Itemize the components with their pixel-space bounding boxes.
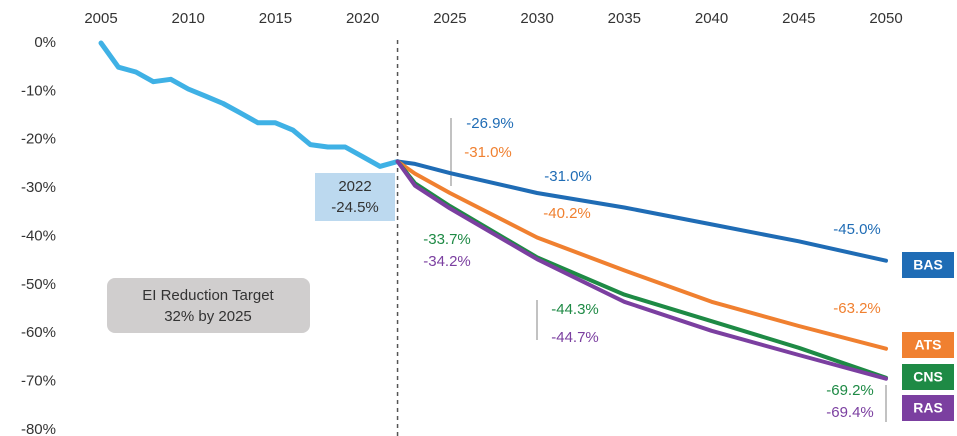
y-tick-label: -40% — [21, 227, 56, 244]
value-label: -44.7% — [551, 329, 599, 346]
series-line — [395, 159, 888, 263]
annotation: 2022 — [338, 178, 371, 195]
value-label: -34.2% — [423, 253, 471, 270]
value-label: -44.3% — [551, 301, 599, 318]
x-tick-label: 2045 — [782, 10, 815, 27]
x-tick-label: 2030 — [520, 10, 553, 27]
value-label: -63.2% — [833, 300, 881, 317]
x-tick-label: 2025 — [433, 10, 466, 27]
series-line — [395, 159, 888, 351]
annotation: EI Reduction Target — [142, 287, 274, 304]
legend-swatch — [902, 252, 954, 278]
legend-swatch — [902, 332, 954, 358]
x-tick-label: 2005 — [84, 10, 117, 27]
legend-label: BAS — [913, 257, 943, 273]
x-tick-label: 2050 — [869, 10, 902, 27]
value-label: -69.2% — [826, 382, 874, 399]
legend-label: ATS — [915, 337, 942, 353]
value-label: -26.9% — [466, 115, 514, 132]
series-line — [395, 159, 888, 381]
value-label: -31.0% — [464, 144, 512, 161]
y-tick-label: -10% — [21, 82, 56, 99]
value-label: -33.7% — [423, 231, 471, 248]
legend-label: CNS — [913, 369, 943, 385]
x-tick-label: 2020 — [346, 10, 379, 27]
y-tick-label: -50% — [21, 276, 56, 293]
legend-label: RAS — [913, 400, 943, 416]
y-tick-label: 0% — [34, 34, 56, 51]
series-line — [98, 40, 401, 169]
annotation: 32% by 2025 — [164, 308, 252, 325]
value-label: -40.2% — [543, 205, 591, 222]
target-box — [107, 278, 310, 333]
y-tick-label: -60% — [21, 324, 56, 341]
y-tick-label: -20% — [21, 131, 56, 148]
y-tick-label: -30% — [21, 179, 56, 196]
x-tick-label: 2010 — [172, 10, 205, 27]
series-line — [395, 159, 888, 380]
legend-swatch — [902, 364, 954, 390]
y-tick-label: -70% — [21, 373, 56, 390]
value-label: -45.0% — [833, 221, 881, 238]
legend-swatch — [902, 395, 954, 421]
x-tick-label: 2015 — [259, 10, 292, 27]
annotation: -24.5% — [331, 199, 379, 216]
value-label: -31.0% — [544, 168, 592, 185]
x-tick-label: 2040 — [695, 10, 728, 27]
x-tick-label: 2035 — [608, 10, 641, 27]
value-label: -69.4% — [826, 404, 874, 421]
y-tick-label: -80% — [21, 421, 56, 436]
callout-box — [315, 173, 395, 221]
